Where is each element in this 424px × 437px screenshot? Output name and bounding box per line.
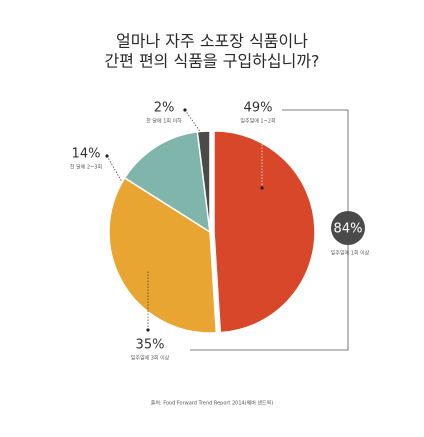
- annotation-label: 일주일에 1회 이상: [331, 250, 370, 257]
- pie-slice: [108, 176, 218, 334]
- value-label: 2%: [154, 101, 175, 116]
- leader-line: [106, 155, 123, 183]
- pie-slice: [123, 130, 211, 234]
- source: 출처: Food Forward Trend Report 2014(웨버 샌드…: [151, 400, 273, 407]
- value-label: 49%: [244, 101, 273, 116]
- leader-dot: [183, 108, 187, 112]
- leader-line: [184, 109, 202, 134]
- category-label: 한 달에 2~3회: [70, 164, 102, 171]
- chart-title: 얼마나 자주 소포장 식품이나: [116, 32, 308, 51]
- annotation-value: 84%: [334, 222, 363, 237]
- pie-slice: [196, 130, 211, 233]
- category-label: 일주일에 1~2회: [240, 118, 275, 125]
- leader-dot: [146, 328, 150, 332]
- category-label: 한 달에 1회 이하: [146, 118, 182, 125]
- pie-slice: [213, 130, 316, 334]
- value-label: 35%: [136, 338, 165, 353]
- value-label: 14%: [72, 147, 101, 162]
- leader-dot: [105, 154, 109, 158]
- annotation-circle: [331, 211, 365, 245]
- chart-title: 간편 편의 식품을 구입하십니까?: [104, 52, 319, 71]
- leader-dot: [260, 186, 264, 190]
- category-label: 일주일에 3회 이상: [131, 355, 170, 362]
